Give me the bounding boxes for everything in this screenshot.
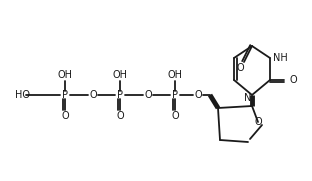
Text: O: O: [254, 117, 262, 127]
Text: O: O: [194, 90, 202, 100]
Text: N: N: [244, 93, 251, 103]
Text: OH: OH: [113, 70, 128, 80]
Text: O: O: [236, 63, 244, 73]
Text: O: O: [116, 111, 124, 121]
Text: O: O: [171, 111, 179, 121]
Text: P: P: [117, 90, 123, 100]
Text: O: O: [144, 90, 152, 100]
Text: P: P: [62, 90, 68, 100]
Text: NH: NH: [273, 53, 288, 63]
Text: O: O: [89, 90, 97, 100]
Text: O: O: [61, 111, 69, 121]
Text: O: O: [290, 75, 298, 85]
Text: HO: HO: [15, 90, 30, 100]
Text: OH: OH: [168, 70, 183, 80]
Text: OH: OH: [57, 70, 72, 80]
Text: P: P: [172, 90, 178, 100]
